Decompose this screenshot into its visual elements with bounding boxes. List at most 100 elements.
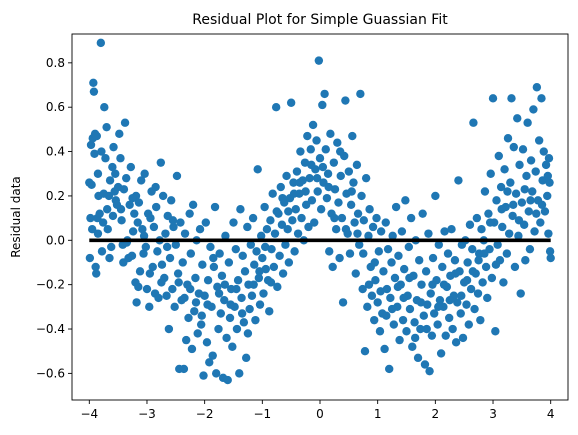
data-point xyxy=(93,169,103,178)
data-point xyxy=(451,269,460,278)
data-point xyxy=(539,147,548,156)
data-point xyxy=(404,242,414,252)
data-point xyxy=(256,231,266,241)
data-point xyxy=(100,103,109,112)
data-point xyxy=(376,227,386,236)
data-point xyxy=(102,122,111,132)
data-point xyxy=(398,315,408,325)
data-point xyxy=(423,300,432,309)
data-point xyxy=(270,229,280,238)
data-point xyxy=(220,295,229,305)
data-point xyxy=(410,318,419,327)
data-point xyxy=(521,256,530,265)
data-point xyxy=(276,182,285,192)
data-point xyxy=(128,227,138,236)
data-point xyxy=(310,218,319,227)
data-point xyxy=(468,267,478,276)
data-point xyxy=(365,205,374,214)
data-point xyxy=(513,114,522,123)
data-point xyxy=(278,193,287,203)
data-point xyxy=(139,249,148,258)
data-point xyxy=(247,291,257,300)
data-point xyxy=(478,278,487,287)
data-point xyxy=(531,167,540,176)
data-point xyxy=(258,253,267,263)
data-point xyxy=(154,293,163,303)
data-point xyxy=(158,191,168,201)
data-point xyxy=(254,273,264,283)
data-point xyxy=(522,171,531,181)
y-axis-label: Residual data xyxy=(9,176,23,258)
data-point xyxy=(108,211,118,221)
data-point xyxy=(191,298,201,307)
data-point xyxy=(228,342,237,351)
data-point xyxy=(222,333,231,343)
data-point xyxy=(390,273,400,283)
data-point xyxy=(476,315,485,325)
data-point xyxy=(89,87,99,96)
data-point xyxy=(406,213,416,223)
x-tick-label: −3 xyxy=(138,407,156,421)
data-point xyxy=(125,200,134,209)
data-point xyxy=(526,156,536,165)
data-point xyxy=(148,262,157,272)
data-point xyxy=(261,242,270,252)
data-point xyxy=(226,300,235,309)
data-point xyxy=(300,158,310,167)
data-point xyxy=(92,131,102,141)
data-point xyxy=(246,240,255,249)
data-point xyxy=(420,360,430,369)
data-point xyxy=(413,353,423,363)
data-point xyxy=(518,145,528,154)
data-point xyxy=(503,187,512,196)
data-point xyxy=(243,222,252,232)
data-point xyxy=(421,267,431,276)
data-point xyxy=(491,327,500,336)
data-point xyxy=(105,253,114,263)
data-point xyxy=(232,284,241,294)
data-point xyxy=(334,198,343,207)
data-point xyxy=(477,225,486,234)
data-point xyxy=(415,256,424,265)
y-tick-label: 0.4 xyxy=(46,145,65,159)
data-point xyxy=(205,358,214,367)
data-point xyxy=(98,218,108,227)
data-point xyxy=(326,129,335,139)
data-point xyxy=(388,231,397,241)
data-point xyxy=(193,329,202,338)
data-point xyxy=(530,227,539,236)
data-point xyxy=(190,307,199,316)
data-point xyxy=(122,173,131,183)
data-point xyxy=(209,262,219,272)
data-point xyxy=(233,276,243,285)
data-point xyxy=(291,205,300,214)
data-point xyxy=(245,304,254,314)
data-point xyxy=(255,300,265,309)
data-point xyxy=(236,205,245,214)
data-point xyxy=(288,216,297,225)
data-point xyxy=(544,154,554,163)
data-point xyxy=(283,225,292,234)
data-point xyxy=(417,280,426,289)
data-point xyxy=(454,176,463,185)
data-point xyxy=(493,240,502,249)
data-point xyxy=(450,256,460,265)
data-point xyxy=(265,307,274,316)
data-point xyxy=(215,249,224,258)
data-point xyxy=(157,278,166,287)
data-point xyxy=(297,213,306,223)
data-point xyxy=(395,335,404,345)
data-point xyxy=(95,209,104,218)
data-point xyxy=(146,213,155,223)
data-point xyxy=(485,218,495,227)
data-point xyxy=(296,147,305,156)
data-point xyxy=(261,264,270,274)
data-point xyxy=(544,229,553,238)
data-point xyxy=(305,173,314,183)
data-point xyxy=(260,202,269,212)
data-point xyxy=(543,171,553,181)
data-point xyxy=(116,205,126,214)
data-point xyxy=(526,196,535,205)
data-point xyxy=(500,165,509,174)
